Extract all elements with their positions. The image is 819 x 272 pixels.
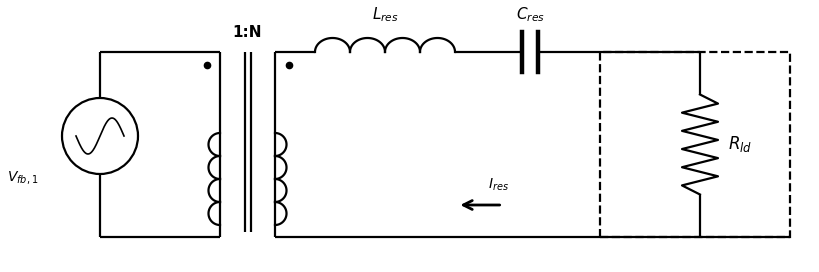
Text: $R_{ld}$: $R_{ld}$ — [728, 134, 752, 154]
Text: $C_{res}$: $C_{res}$ — [515, 5, 545, 24]
Text: 1:N: 1:N — [233, 25, 262, 40]
Text: $I_{res}$: $I_{res}$ — [488, 177, 509, 193]
Text: $L_{res}$: $L_{res}$ — [372, 5, 398, 24]
Bar — [600, 52, 790, 237]
Text: $V_{fb,1}$: $V_{fb,1}$ — [7, 169, 38, 187]
